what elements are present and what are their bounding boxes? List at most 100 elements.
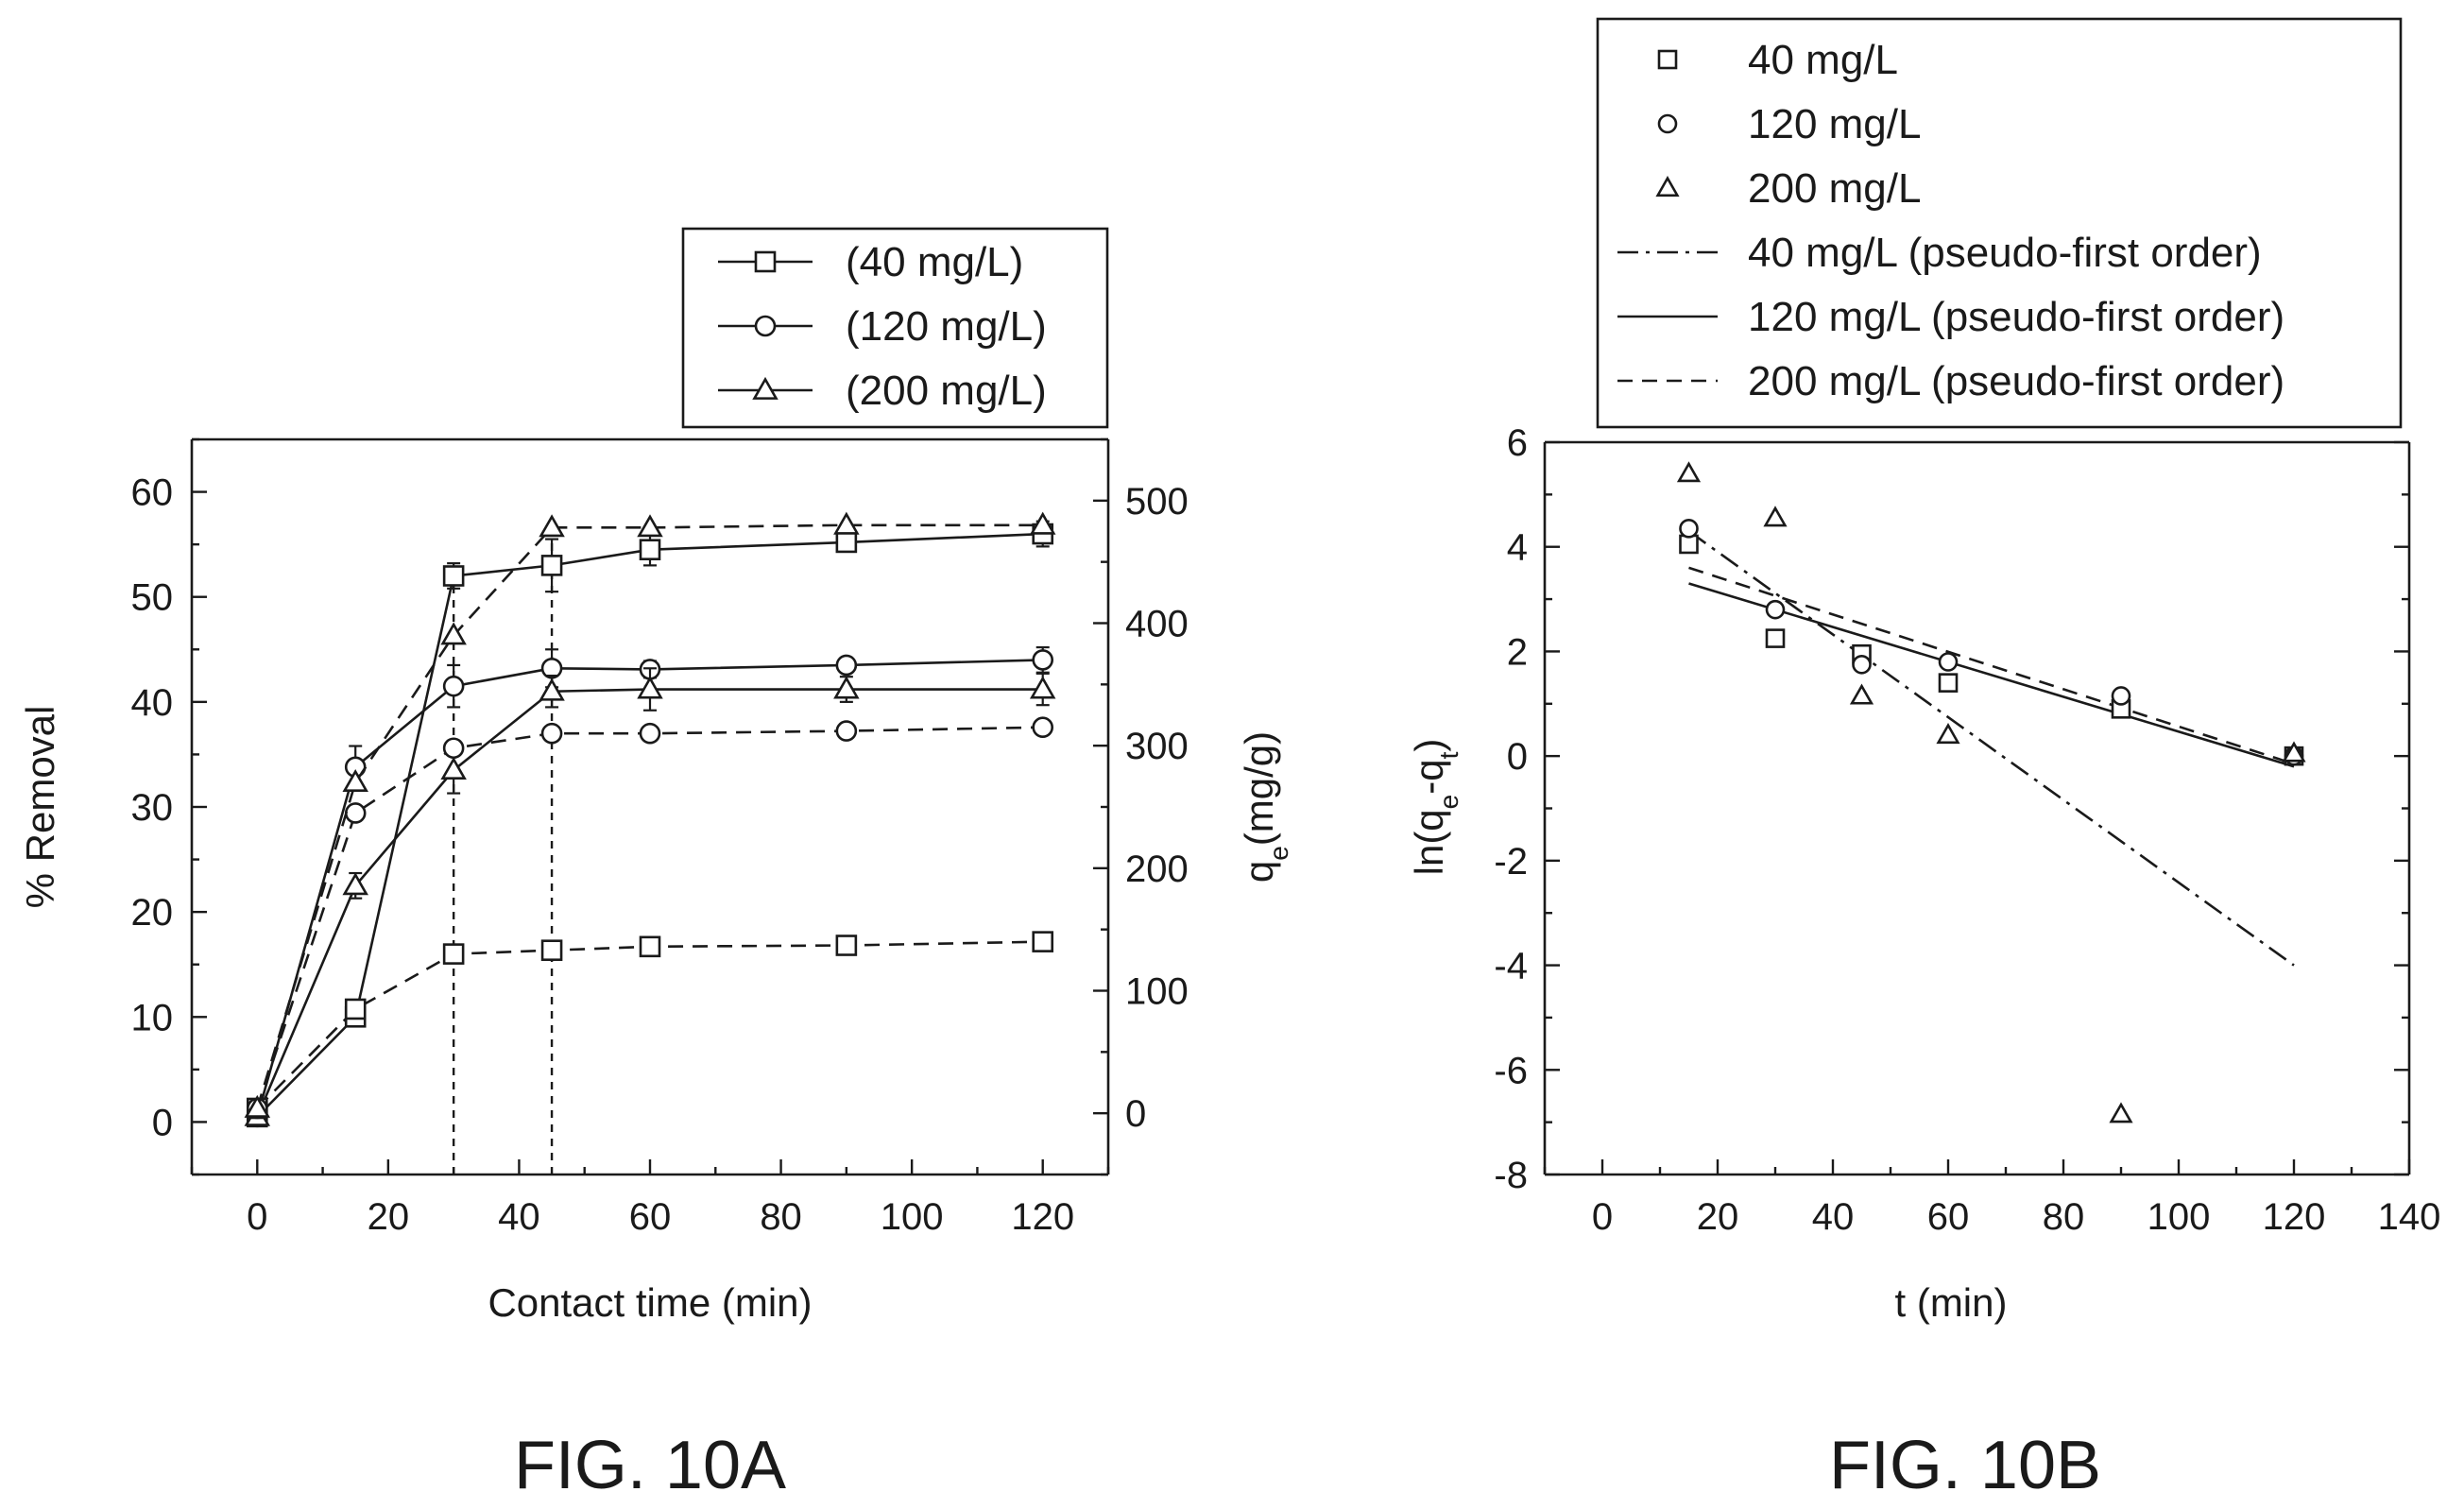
x-tick-label: 20 bbox=[1697, 1196, 1739, 1238]
x-tick-label: 60 bbox=[1927, 1196, 1970, 1238]
data-point bbox=[440, 756, 467, 780]
data-point bbox=[1852, 654, 1872, 675]
fit-line bbox=[1688, 566, 2295, 765]
data-point bbox=[637, 676, 663, 699]
data-point bbox=[1679, 519, 1699, 539]
series-line bbox=[256, 532, 1043, 1118]
y-tick-label: 40 bbox=[131, 682, 174, 724]
series-line bbox=[256, 523, 1043, 1109]
x-tick-label: 40 bbox=[498, 1196, 540, 1238]
y-tick-label: -2 bbox=[1494, 841, 1528, 883]
scatter-group bbox=[1676, 461, 2306, 1123]
y-tick-label: 4 bbox=[1507, 527, 1528, 569]
x-tick-label: 100 bbox=[881, 1196, 944, 1238]
data-point bbox=[1936, 723, 1960, 745]
y2-tick-label: 200 bbox=[1125, 849, 1189, 890]
y-tick-label: 20 bbox=[131, 892, 174, 934]
y-tick-label: -8 bbox=[1494, 1155, 1528, 1196]
data-point bbox=[835, 531, 858, 554]
data-point bbox=[1032, 716, 1054, 739]
fit-line bbox=[1687, 530, 2295, 967]
data-point bbox=[244, 1094, 271, 1118]
data-point bbox=[2109, 1102, 2133, 1123]
fit-lines-group bbox=[1687, 530, 2295, 967]
series-line bbox=[256, 940, 1043, 1109]
chart-fig-10b: 0 20 40 60 80 100 120 140 -8 -6 -4 -2 0 2 4 6 t (min) l… bbox=[1407, 17, 2440, 1503]
data-point bbox=[1029, 676, 1056, 699]
x-tick-label: 20 bbox=[368, 1196, 410, 1238]
y-tick-label: 6 bbox=[1507, 422, 1528, 464]
legend-fig-10b: 40 mg/L 120 mg/L 200 mg/L 40 mg/L (pseudo-f… bbox=[1596, 17, 2403, 429]
data-point bbox=[639, 935, 661, 958]
figure-caption-10a: FIG. 10A bbox=[514, 1428, 786, 1503]
data-point bbox=[835, 720, 858, 742]
svg-text:qe(mg/g): qe(mg/g) bbox=[1237, 731, 1293, 883]
data-point bbox=[440, 622, 467, 645]
data-point bbox=[540, 722, 563, 745]
legend-box bbox=[1596, 17, 2403, 429]
series-line bbox=[256, 726, 1043, 1109]
data-point bbox=[442, 675, 465, 697]
data-point bbox=[539, 514, 565, 538]
data-point bbox=[1765, 628, 1786, 648]
y-tick-label: 50 bbox=[131, 577, 174, 619]
legend-label: 200 mg/L bbox=[1748, 165, 1921, 212]
x-tick-label: 120 bbox=[2263, 1196, 2326, 1238]
legend-marker bbox=[1655, 176, 1680, 197]
y2-tick-label: 400 bbox=[1125, 604, 1189, 645]
legend-label: (40 mg/L) bbox=[846, 239, 1023, 285]
data-point bbox=[835, 654, 858, 677]
axis-ticks: 0 20 40 60 80 100 120 140 -8 -6 -4 -2 0 2 4 6 bbox=[1494, 422, 2440, 1238]
data-point bbox=[637, 514, 663, 538]
reference-lines bbox=[452, 527, 554, 1175]
data-point bbox=[639, 539, 661, 561]
y-tick-label: 60 bbox=[131, 472, 174, 514]
legend-marker bbox=[754, 250, 777, 273]
data-point bbox=[1679, 534, 1699, 555]
data-point bbox=[1765, 599, 1786, 620]
data-point bbox=[833, 511, 860, 535]
x-tick-label: 0 bbox=[1592, 1196, 1613, 1238]
data-point bbox=[1032, 931, 1054, 952]
axis-ticks: 0 20 40 60 80 100 120 0 10 20 30 40 50 60 0 100 200 300 40… bbox=[131, 437, 1189, 1238]
y-tick-label: 0 bbox=[152, 1102, 173, 1143]
y-tick-label: 10 bbox=[131, 997, 174, 1038]
y-tick-label: -4 bbox=[1494, 946, 1528, 987]
x-tick-label: 140 bbox=[2378, 1196, 2441, 1238]
y-tick-label: 0 bbox=[1507, 736, 1528, 778]
data-point bbox=[1849, 683, 1874, 705]
data-point bbox=[2282, 741, 2306, 763]
legend-label: (200 mg/L) bbox=[846, 368, 1047, 414]
y-axis-title: ln(qe-qt) bbox=[1407, 739, 1463, 876]
x-tick-label: 0 bbox=[247, 1196, 267, 1238]
data-point bbox=[2111, 686, 2131, 706]
data-point bbox=[835, 935, 858, 956]
data-point bbox=[1938, 673, 1959, 693]
x-tick-label: 40 bbox=[1812, 1196, 1855, 1238]
fit-line bbox=[1688, 582, 2295, 768]
x-axis-title: Contact time (min) bbox=[488, 1280, 812, 1325]
data-point bbox=[639, 722, 661, 745]
data-point bbox=[1032, 649, 1054, 671]
data-point bbox=[833, 676, 860, 699]
data-point bbox=[1029, 511, 1056, 535]
data-point bbox=[342, 768, 368, 792]
legend-label: (120 mg/L) bbox=[846, 303, 1047, 350]
x-tick-label: 100 bbox=[2147, 1196, 2211, 1238]
y-tick-label: 30 bbox=[131, 787, 174, 829]
y-axis-title: % Removal bbox=[18, 706, 62, 909]
data-point bbox=[540, 555, 563, 576]
data-point bbox=[1676, 461, 1702, 483]
y2-tick-label: 0 bbox=[1125, 1093, 1146, 1135]
data-point bbox=[344, 802, 367, 824]
data-point bbox=[344, 998, 367, 1020]
chart-fig-10a: 0 20 40 60 80 100 120 0 10 20 30 40 50 60 0 100 200 300 40… bbox=[18, 227, 1293, 1503]
y-tick-label: -6 bbox=[1494, 1050, 1528, 1091]
y2-tick-label: 500 bbox=[1125, 481, 1189, 523]
data-point bbox=[342, 872, 368, 896]
legend-marker bbox=[754, 315, 777, 337]
data-point bbox=[1938, 652, 1959, 672]
legend-label: 120 mg/L (pseudo-first order) bbox=[1748, 294, 2284, 340]
data-point bbox=[442, 565, 465, 587]
